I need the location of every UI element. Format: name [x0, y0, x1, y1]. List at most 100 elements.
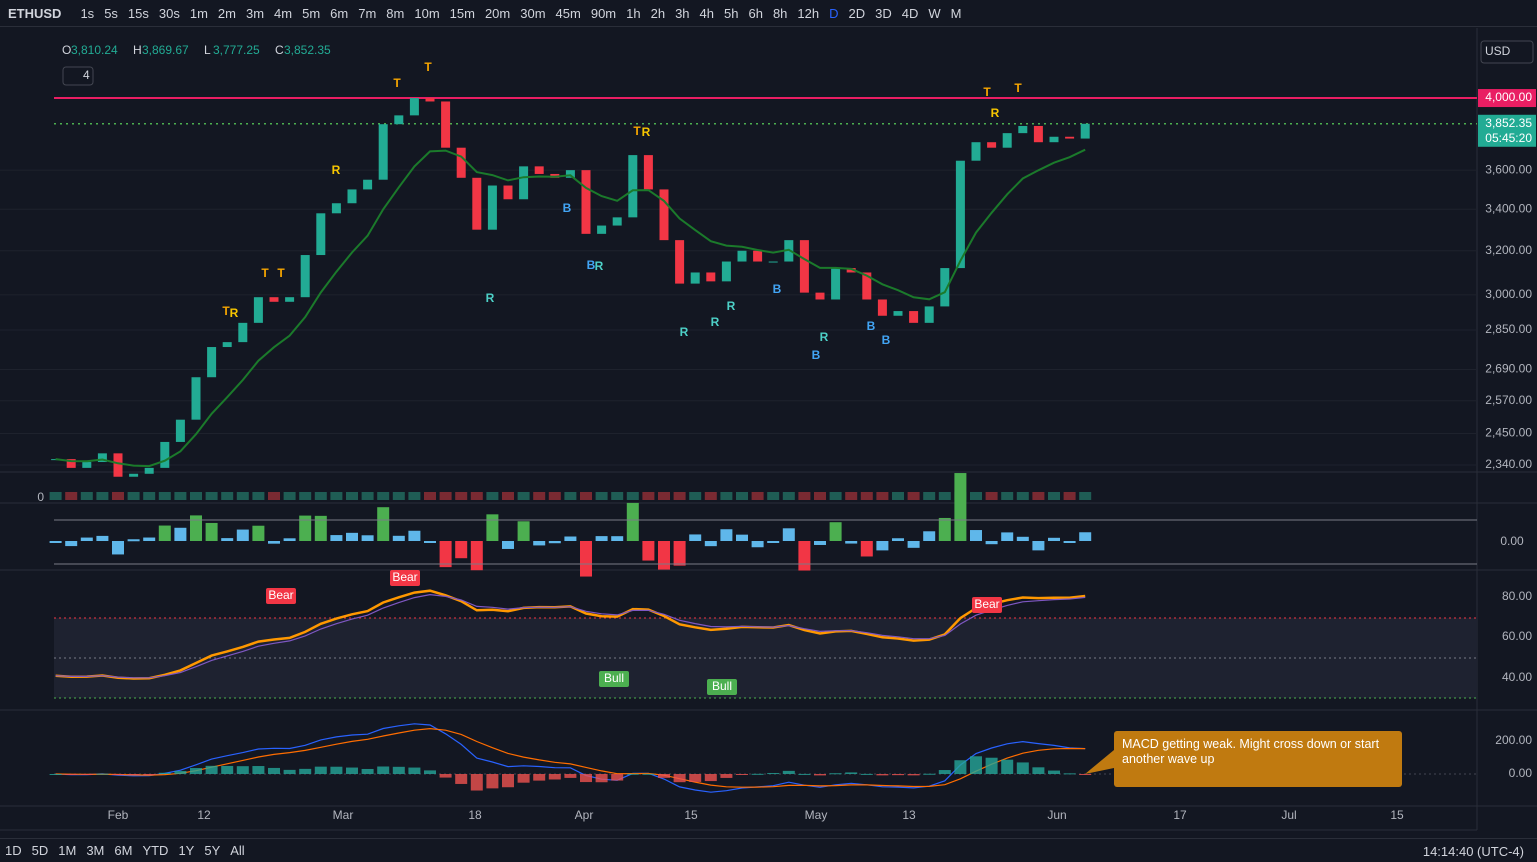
volume-bar — [798, 492, 811, 500]
macd-hist — [533, 774, 546, 781]
volume-bar — [158, 492, 171, 500]
macd-hist — [252, 766, 265, 774]
candle — [409, 98, 419, 116]
oscillator-label: 0.00 — [1500, 534, 1524, 548]
candle — [643, 155, 653, 190]
oscillator-bar — [1079, 532, 1092, 541]
interval-button[interactable]: 20m — [484, 5, 511, 21]
range-button[interactable]: 6M — [114, 843, 133, 858]
macd-hist — [1048, 770, 1060, 774]
chart: O 3,810.24 H 3,869.67 L 3,777.25 C 3,852.354USD… — [0, 28, 1537, 831]
candle — [1002, 133, 1012, 148]
volume-bar — [860, 492, 873, 500]
interval-button[interactable]: M — [950, 5, 962, 21]
oscillator-bar — [829, 522, 842, 541]
range-button[interactable]: 1Y — [178, 843, 195, 858]
volume-bar — [892, 492, 904, 500]
oscillator-bar — [268, 541, 280, 544]
interval-button[interactable]: 3m — [245, 5, 265, 21]
interval-button[interactable]: 5h — [724, 5, 739, 21]
volume-bar — [533, 492, 546, 500]
interval-button[interactable]: 1h — [626, 5, 641, 21]
indicator-toggle[interactable] — [62, 66, 94, 86]
macd-hist — [96, 773, 109, 775]
interval-button[interactable]: D — [829, 5, 839, 21]
oscillator-bar — [502, 541, 514, 549]
interval-button[interactable]: W — [928, 5, 941, 21]
interval-button[interactable]: 4h — [699, 5, 715, 21]
range-button[interactable]: All — [230, 843, 245, 858]
macd-hist — [642, 773, 655, 775]
interval-button[interactable]: 4m — [274, 5, 293, 21]
interval-button[interactable]: 10m — [414, 5, 440, 21]
candle — [472, 177, 482, 230]
bottom-bar: 1D 5D 1M 3M 6M YTD 1Y 5Y All 14:14:40 (UTC-4) — [0, 838, 1537, 862]
oscillator-bar — [533, 541, 546, 546]
range-button[interactable]: 5D — [31, 843, 49, 858]
interval-button[interactable]: 30m — [520, 5, 546, 21]
range-button[interactable]: 1M — [58, 843, 77, 858]
interval-button[interactable]: 6m — [330, 5, 349, 21]
range-button[interactable]: YTD — [142, 843, 169, 858]
interval-button[interactable]: 45m — [555, 5, 581, 21]
macd-hist — [970, 756, 982, 774]
range-button[interactable]: 3M — [86, 843, 105, 858]
macd-hist — [845, 772, 858, 774]
price-tick-label: 2,340.00 — [1485, 457, 1532, 471]
interval-button[interactable]: 8h — [772, 5, 788, 21]
macd-hist — [408, 767, 421, 774]
symbol-search[interactable]: ETHUSD — [8, 5, 62, 21]
interval-button[interactable]: 2D — [848, 5, 866, 21]
interval-button[interactable]: 30s — [158, 5, 180, 21]
oscillator-bar — [782, 528, 795, 541]
volume-bar — [268, 492, 280, 500]
volume-bar — [408, 492, 421, 500]
macd-hist — [720, 774, 733, 778]
interval-button[interactable]: 7m — [358, 5, 377, 21]
candle — [799, 240, 809, 293]
candle — [1049, 136, 1059, 143]
range-button[interactable]: 1D — [5, 843, 22, 858]
oscillator-bar — [720, 529, 733, 541]
candle — [347, 189, 357, 204]
interval-button[interactable]: 8m — [386, 5, 405, 21]
oscillator-bar — [658, 541, 670, 570]
candle — [893, 311, 903, 316]
macd-hist — [673, 774, 686, 783]
candle — [1065, 136, 1075, 139]
interval-button[interactable]: 5m — [302, 5, 321, 21]
candle — [815, 292, 825, 300]
annotation[interactable]: MACD getting weak. Might cross down or s… — [1114, 731, 1402, 787]
macd-hist — [985, 757, 998, 774]
interval-button[interactable]: 15m — [449, 5, 475, 21]
oscillator-bar — [970, 530, 982, 541]
interval-button[interactable]: 2m — [217, 5, 236, 21]
interval-button[interactable]: 2h — [650, 5, 666, 21]
interval-button[interactable]: 1m — [189, 5, 208, 21]
rsi-signal — [55, 593, 1086, 679]
signal-label: B — [867, 319, 876, 333]
interval-button[interactable]: 5s — [104, 5, 118, 21]
interval-button[interactable]: 4D — [901, 5, 919, 21]
oscillator-bar — [985, 541, 998, 545]
interval-button[interactable]: 6h — [748, 5, 763, 21]
interval-button[interactable]: 1s — [80, 5, 95, 21]
signal-label: B — [773, 282, 782, 296]
volume-bar — [720, 492, 733, 500]
macd-hist — [455, 774, 468, 784]
interval-button[interactable]: 90m — [590, 5, 617, 21]
volume-bar — [502, 492, 514, 500]
oscillator-bar — [704, 541, 717, 547]
volume-bar — [1079, 492, 1092, 500]
interval-button[interactable]: 15s — [127, 5, 149, 21]
range-button[interactable]: 5Y — [204, 843, 221, 858]
volume-bar — [174, 492, 187, 500]
signal-label: B — [882, 333, 891, 347]
candle — [768, 261, 778, 263]
interval-button[interactable]: 3D — [875, 5, 892, 21]
candle — [66, 459, 76, 468]
interval-button[interactable]: 12h — [797, 5, 820, 21]
interval-button[interactable]: 3h — [675, 5, 690, 21]
volume-bar — [205, 492, 218, 500]
macd-hist — [1063, 773, 1076, 775]
